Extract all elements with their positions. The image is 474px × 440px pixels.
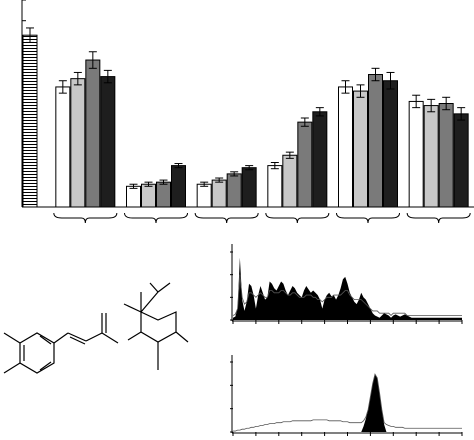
bar xyxy=(423,105,439,208)
group-brace xyxy=(194,212,259,224)
bar xyxy=(55,86,71,208)
error-bar xyxy=(58,80,67,94)
reference-bar xyxy=(22,34,38,208)
error-bar xyxy=(26,27,34,43)
bar xyxy=(438,103,454,208)
bar xyxy=(171,165,186,208)
bar-chart-group-braces xyxy=(53,212,471,224)
error-bar xyxy=(200,181,209,187)
error-bar xyxy=(300,117,309,127)
error-bar xyxy=(386,71,395,90)
error-bar xyxy=(341,80,350,94)
bar xyxy=(297,121,313,208)
chromatogram-lower-x-ticks xyxy=(232,432,463,436)
bar-chart xyxy=(21,0,474,224)
chromatogram-upper-area xyxy=(233,257,462,320)
bar xyxy=(453,113,469,208)
bar xyxy=(241,167,257,208)
bar xyxy=(226,173,242,208)
error-bar xyxy=(245,165,254,171)
chromatogram-lower-area xyxy=(233,374,462,432)
error-bar xyxy=(159,179,168,185)
error-bar xyxy=(215,177,224,183)
error-bar xyxy=(129,183,138,189)
error-bar xyxy=(144,181,153,187)
group-brace xyxy=(53,212,118,224)
error-bar xyxy=(270,161,279,170)
error-bar xyxy=(103,69,112,84)
bar xyxy=(408,100,424,208)
chromatogram-upper-trace xyxy=(232,274,462,317)
bar xyxy=(383,80,398,208)
chromatogram-upper-x-ticks xyxy=(232,320,463,324)
chromatogram-upper xyxy=(230,244,463,324)
error-bar xyxy=(356,84,365,98)
chromatogram-lower-trace xyxy=(233,373,462,432)
bar xyxy=(267,165,283,208)
bar xyxy=(126,185,141,208)
bar xyxy=(282,154,298,208)
error-bar xyxy=(457,107,466,121)
bar xyxy=(353,90,368,208)
group-brace xyxy=(265,212,330,224)
error-bar xyxy=(285,151,294,159)
bar xyxy=(196,183,212,208)
error-bar xyxy=(442,96,451,111)
error-bar xyxy=(412,94,421,109)
bar xyxy=(141,183,156,208)
bar xyxy=(156,181,171,208)
error-bar xyxy=(73,71,82,86)
chromatogram-lower xyxy=(230,355,463,436)
bar xyxy=(100,76,116,208)
bar xyxy=(312,111,328,208)
error-bar xyxy=(174,163,183,169)
error-bar xyxy=(230,171,239,177)
bar xyxy=(338,86,353,208)
bar xyxy=(85,59,101,208)
bar xyxy=(70,78,86,208)
bar xyxy=(368,74,383,208)
chemical-structure xyxy=(3,282,189,374)
error-bar xyxy=(88,51,97,69)
bar-chart-bars xyxy=(22,27,469,208)
bar xyxy=(211,179,227,208)
error-bar xyxy=(371,67,380,82)
group-brace xyxy=(336,212,400,224)
error-bar xyxy=(427,98,436,113)
error-bar xyxy=(315,107,324,117)
group-brace xyxy=(406,212,471,224)
group-brace xyxy=(124,212,188,224)
